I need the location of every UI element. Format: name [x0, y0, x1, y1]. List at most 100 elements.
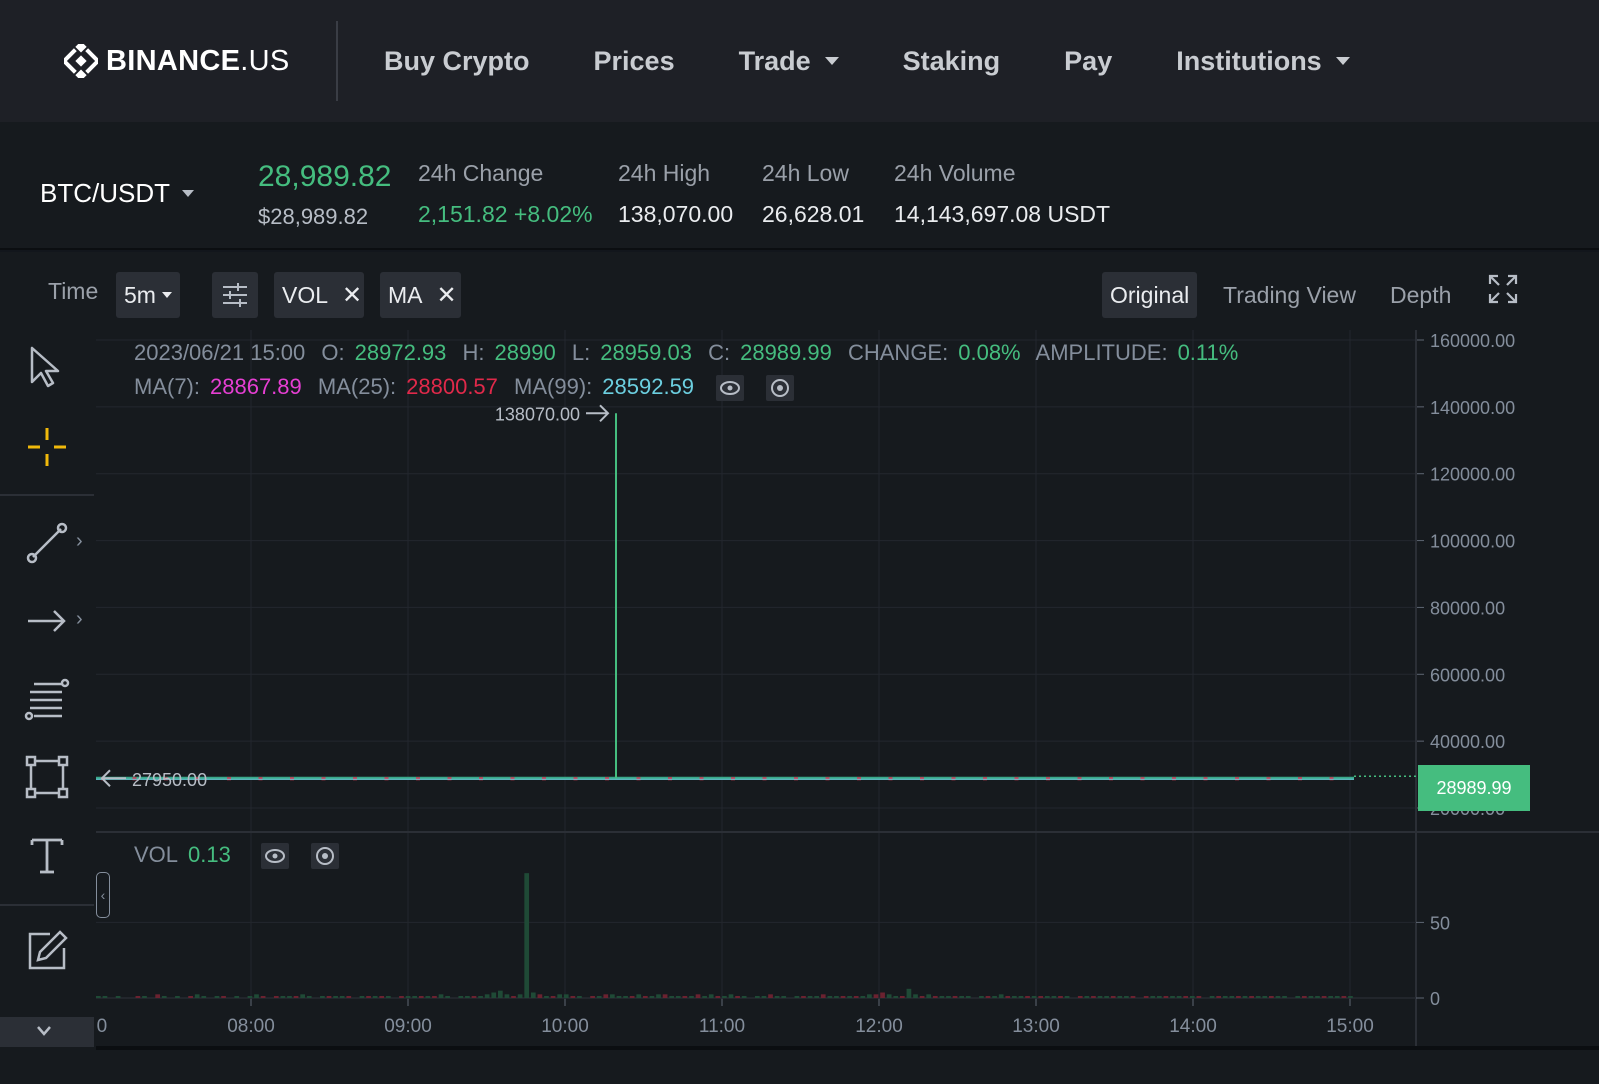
volume-bar: [629, 996, 635, 998]
ma25-value: 28800.57: [406, 374, 498, 399]
y-tick-label: 40000.00: [1430, 732, 1505, 752]
volume-bar: [221, 996, 226, 998]
nav-item-trade[interactable]: Trade: [739, 46, 839, 77]
chevron-right-icon[interactable]: ›: [76, 608, 83, 630]
rectangle-shape-icon[interactable]: [24, 754, 70, 800]
candle: [258, 777, 263, 781]
settings-icon[interactable]: [766, 375, 795, 402]
chart-canvas[interactable]: 160000.00 140000.00 120000.00 100000.00 8000…: [96, 330, 1599, 1084]
candle: [195, 777, 200, 781]
volume-bar: [985, 996, 991, 998]
pair-selector[interactable]: BTC/USDT: [40, 178, 194, 209]
volume-bar: [1236, 996, 1241, 998]
volume-bar: [1216, 996, 1222, 998]
volume-bar: [1150, 996, 1156, 998]
volume-bar: [834, 996, 839, 998]
ohlc-high: 28990: [494, 340, 556, 365]
text-tool-icon[interactable]: [24, 832, 70, 878]
volume-bar: [1170, 996, 1175, 998]
volume-bar: [820, 994, 826, 998]
arrow-line-icon[interactable]: [24, 598, 70, 644]
trend-line-icon[interactable]: [24, 520, 70, 566]
indicator-settings-button[interactable]: [212, 272, 258, 318]
volume-bar: [326, 996, 332, 998]
edit-pen-icon[interactable]: [24, 928, 70, 974]
volume-bar: [550, 996, 556, 998]
y-tick-label: 160000.00: [1430, 331, 1515, 351]
volume-bar: [1222, 996, 1228, 998]
volume-bar: [517, 994, 523, 998]
close-icon[interactable]: ✕: [436, 281, 457, 309]
volume-bar: [306, 996, 312, 998]
fib-lines-icon[interactable]: [24, 676, 70, 722]
volume-bar: [1262, 996, 1268, 998]
chevron-down-icon: [182, 190, 194, 197]
nav-item-staking[interactable]: Staking: [903, 46, 1001, 77]
volume-bar: [906, 988, 912, 998]
eye-icon[interactable]: [716, 375, 745, 402]
ma99-value: 28592.59: [602, 374, 695, 399]
nav-item-pay[interactable]: Pay: [1064, 46, 1112, 77]
candle: [416, 777, 420, 781]
chevron-down-icon: [824, 57, 839, 65]
y-tick-label: 60000.00: [1430, 665, 1505, 685]
nav-item-prices[interactable]: Prices: [594, 46, 675, 77]
volume-bar: [1275, 996, 1281, 998]
close-icon[interactable]: ✕: [342, 281, 363, 309]
logo[interactable]: BINANCE.US: [61, 41, 336, 81]
candle: [857, 777, 861, 781]
x-tick-label: 08:00: [227, 1016, 275, 1037]
fullscreen-icon[interactable]: [1488, 274, 1518, 304]
view-original-tab[interactable]: Original: [1102, 272, 1198, 318]
ohlc-amp-label: AMPLITUDE:: [1035, 340, 1168, 365]
side-scroll-down[interactable]: [0, 1017, 94, 1047]
chevron-right-icon[interactable]: ›: [76, 530, 83, 552]
candle: [1329, 777, 1334, 781]
stat-24h-low: 24h Low 26,628.01: [762, 160, 864, 228]
crosshair-icon[interactable]: [24, 424, 70, 470]
chevron-down-icon: [37, 1026, 51, 1036]
volume-bar: [807, 996, 813, 998]
candle: [510, 777, 515, 781]
divider: [0, 904, 94, 906]
volume-bar: [603, 994, 609, 998]
view-depth-tab[interactable]: Depth: [1390, 281, 1452, 308]
volume-bar: [214, 996, 220, 998]
volume-bar: [1038, 996, 1044, 998]
volume-bar: [379, 996, 385, 998]
volume-bar: [801, 996, 806, 998]
volume-bar: [1341, 996, 1347, 998]
x-tick-label: 09:00: [384, 1016, 432, 1037]
volume-bar: [623, 996, 628, 998]
volume-bar: [1249, 996, 1254, 998]
candle: [636, 777, 641, 781]
volume-bar: [247, 996, 253, 998]
volume-bar: [965, 996, 971, 998]
interval-select[interactable]: 5m: [116, 272, 180, 318]
volume-bar: [1229, 996, 1235, 998]
volume-bar: [465, 996, 470, 998]
settings-icon[interactable]: [311, 843, 340, 870]
volume-bar: [478, 996, 483, 998]
ohlc-o-label: O:: [321, 340, 345, 365]
volume-bar: [320, 996, 325, 998]
indicator-vol-chip[interactable]: VOL ✕: [274, 272, 364, 318]
candle: [290, 777, 294, 781]
volume-bar: [1209, 996, 1215, 998]
eye-icon[interactable]: [260, 843, 289, 870]
volume-bar: [1044, 996, 1050, 998]
indicator-ma-chip[interactable]: MA ✕: [380, 272, 461, 318]
ma99-label: MA(99):: [514, 374, 593, 399]
collapse-toolbar-handle[interactable]: ‹: [96, 872, 110, 918]
volume-bar: [497, 990, 503, 998]
nav-item-institutions[interactable]: Institutions: [1176, 46, 1350, 77]
volume-bar: [293, 996, 299, 998]
volume-bar: [530, 992, 536, 998]
candlestick-chart[interactable]: 160000.00 140000.00 120000.00 100000.00 8000…: [96, 330, 1599, 1084]
nav-item-label: Pay: [1064, 45, 1113, 76]
cursor-arrow-icon[interactable]: [24, 344, 70, 390]
view-tradingview-tab[interactable]: Trading View: [1223, 281, 1356, 308]
nav-item-buy-crypto[interactable]: Buy Crypto: [384, 46, 530, 77]
volume-bar: [590, 996, 595, 998]
top-nav: BINANCE.US Buy Crypto Prices Trade Staking P…: [0, 0, 1599, 122]
